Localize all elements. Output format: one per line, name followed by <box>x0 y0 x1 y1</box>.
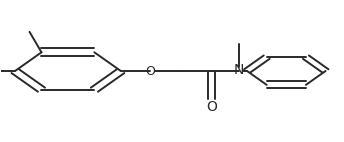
Text: O: O <box>206 100 217 114</box>
Text: N: N <box>233 63 244 77</box>
Text: O: O <box>145 64 155 78</box>
